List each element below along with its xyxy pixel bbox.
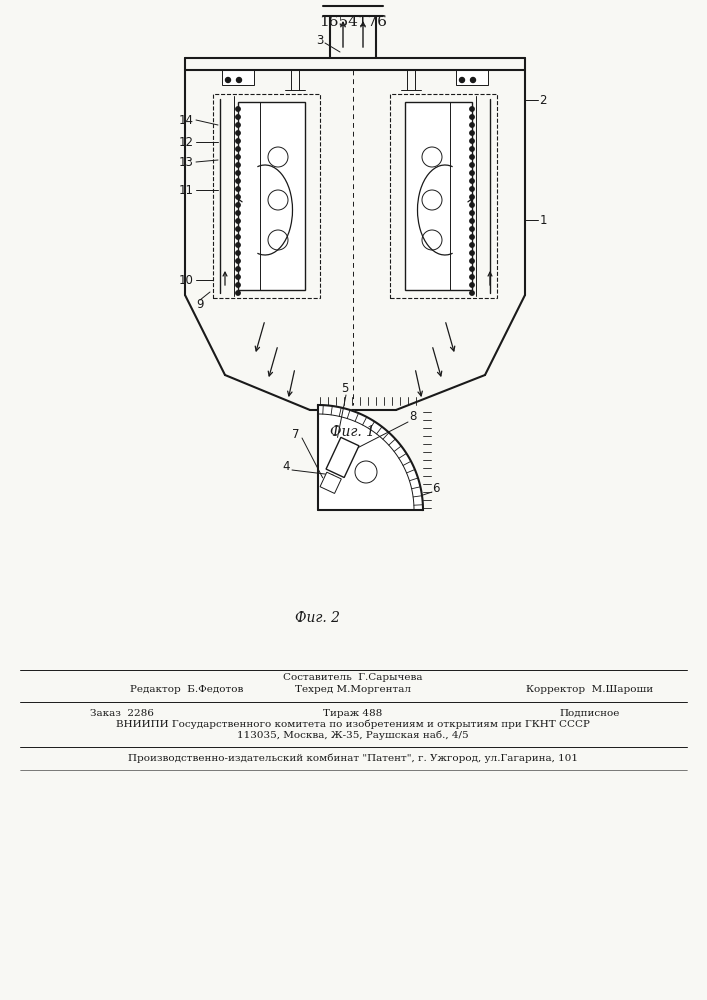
Circle shape [236, 219, 240, 223]
Circle shape [469, 227, 474, 231]
Circle shape [460, 78, 464, 83]
Circle shape [236, 115, 240, 119]
Circle shape [469, 139, 474, 143]
Circle shape [236, 187, 240, 191]
Circle shape [469, 267, 474, 271]
Text: Заказ  2286: Заказ 2286 [90, 708, 154, 718]
Circle shape [469, 275, 474, 279]
Circle shape [469, 203, 474, 207]
Circle shape [236, 131, 240, 135]
Circle shape [236, 251, 240, 255]
Circle shape [469, 235, 474, 239]
Circle shape [469, 219, 474, 223]
Text: 2: 2 [539, 94, 547, 106]
Text: ВНИИПИ Государственного комитета по изобретениям и открытиям при ГКНТ СССР: ВНИИПИ Государственного комитета по изоб… [116, 719, 590, 729]
Circle shape [236, 155, 240, 159]
Circle shape [469, 179, 474, 183]
Circle shape [469, 155, 474, 159]
Circle shape [236, 211, 240, 215]
Circle shape [469, 195, 474, 199]
Text: 14: 14 [178, 113, 194, 126]
Text: 113035, Москва, Ж-35, Раушская наб., 4/5: 113035, Москва, Ж-35, Раушская наб., 4/5 [237, 730, 469, 740]
Circle shape [236, 243, 240, 247]
Circle shape [469, 163, 474, 167]
Bar [222, 70, 254, 85]
Text: Фиг. 1: Фиг. 1 [330, 425, 375, 439]
Circle shape [236, 267, 240, 271]
Text: 6: 6 [432, 482, 440, 495]
Text: 3: 3 [316, 33, 324, 46]
Text: Тираж 488: Тираж 488 [323, 708, 382, 718]
Circle shape [469, 283, 474, 287]
Circle shape [469, 251, 474, 255]
Text: 9: 9 [197, 298, 204, 312]
Circle shape [236, 291, 240, 295]
Text: Составитель  Г.Сарычева: Составитель Г.Сарычева [284, 674, 423, 682]
Circle shape [469, 107, 474, 111]
Text: Подписное: Подписное [560, 708, 620, 718]
Text: 7: 7 [292, 428, 300, 441]
Circle shape [236, 227, 240, 231]
Circle shape [236, 123, 240, 127]
Bar [390, 94, 497, 298]
Text: 1: 1 [539, 214, 547, 227]
Circle shape [469, 123, 474, 127]
Circle shape [236, 283, 240, 287]
Circle shape [469, 115, 474, 119]
Text: 12: 12 [178, 135, 194, 148]
Text: 1654176: 1654176 [319, 15, 387, 29]
Text: Фиг. 2: Фиг. 2 [296, 611, 341, 625]
Circle shape [236, 195, 240, 199]
Text: 11: 11 [178, 184, 194, 196]
Circle shape [236, 203, 240, 207]
Text: 4: 4 [282, 460, 290, 473]
Bar [238, 102, 305, 290]
Circle shape [236, 179, 240, 183]
Circle shape [469, 259, 474, 263]
Text: 8: 8 [409, 410, 416, 423]
Circle shape [469, 171, 474, 175]
Circle shape [469, 147, 474, 151]
Polygon shape [320, 472, 341, 493]
Polygon shape [326, 437, 359, 478]
Text: 13: 13 [179, 155, 194, 168]
Bar [456, 70, 488, 85]
Text: 5: 5 [341, 382, 349, 395]
Circle shape [236, 275, 240, 279]
Circle shape [469, 291, 474, 295]
Circle shape [236, 147, 240, 151]
Circle shape [226, 78, 230, 83]
Circle shape [236, 163, 240, 167]
Text: 10: 10 [179, 273, 194, 286]
Bar [213, 94, 320, 298]
Text: Редактор  Б.Федотов: Редактор Б.Федотов [130, 686, 243, 694]
Circle shape [470, 78, 476, 83]
Circle shape [236, 171, 240, 175]
Circle shape [469, 131, 474, 135]
Circle shape [237, 78, 242, 83]
Circle shape [236, 139, 240, 143]
Circle shape [236, 107, 240, 111]
Text: Техред М.Моргентал: Техред М.Моргентал [295, 686, 411, 694]
Circle shape [236, 235, 240, 239]
Polygon shape [318, 405, 423, 510]
Circle shape [469, 211, 474, 215]
Text: Производственно-издательский комбинат "Патент", г. Ужгород, ул.Гагарина, 101: Производственно-издательский комбинат "П… [128, 753, 578, 763]
Circle shape [236, 259, 240, 263]
Bar [405, 102, 472, 290]
Circle shape [469, 187, 474, 191]
Text: Корректор  М.Шароши: Корректор М.Шароши [527, 686, 653, 694]
Circle shape [469, 243, 474, 247]
